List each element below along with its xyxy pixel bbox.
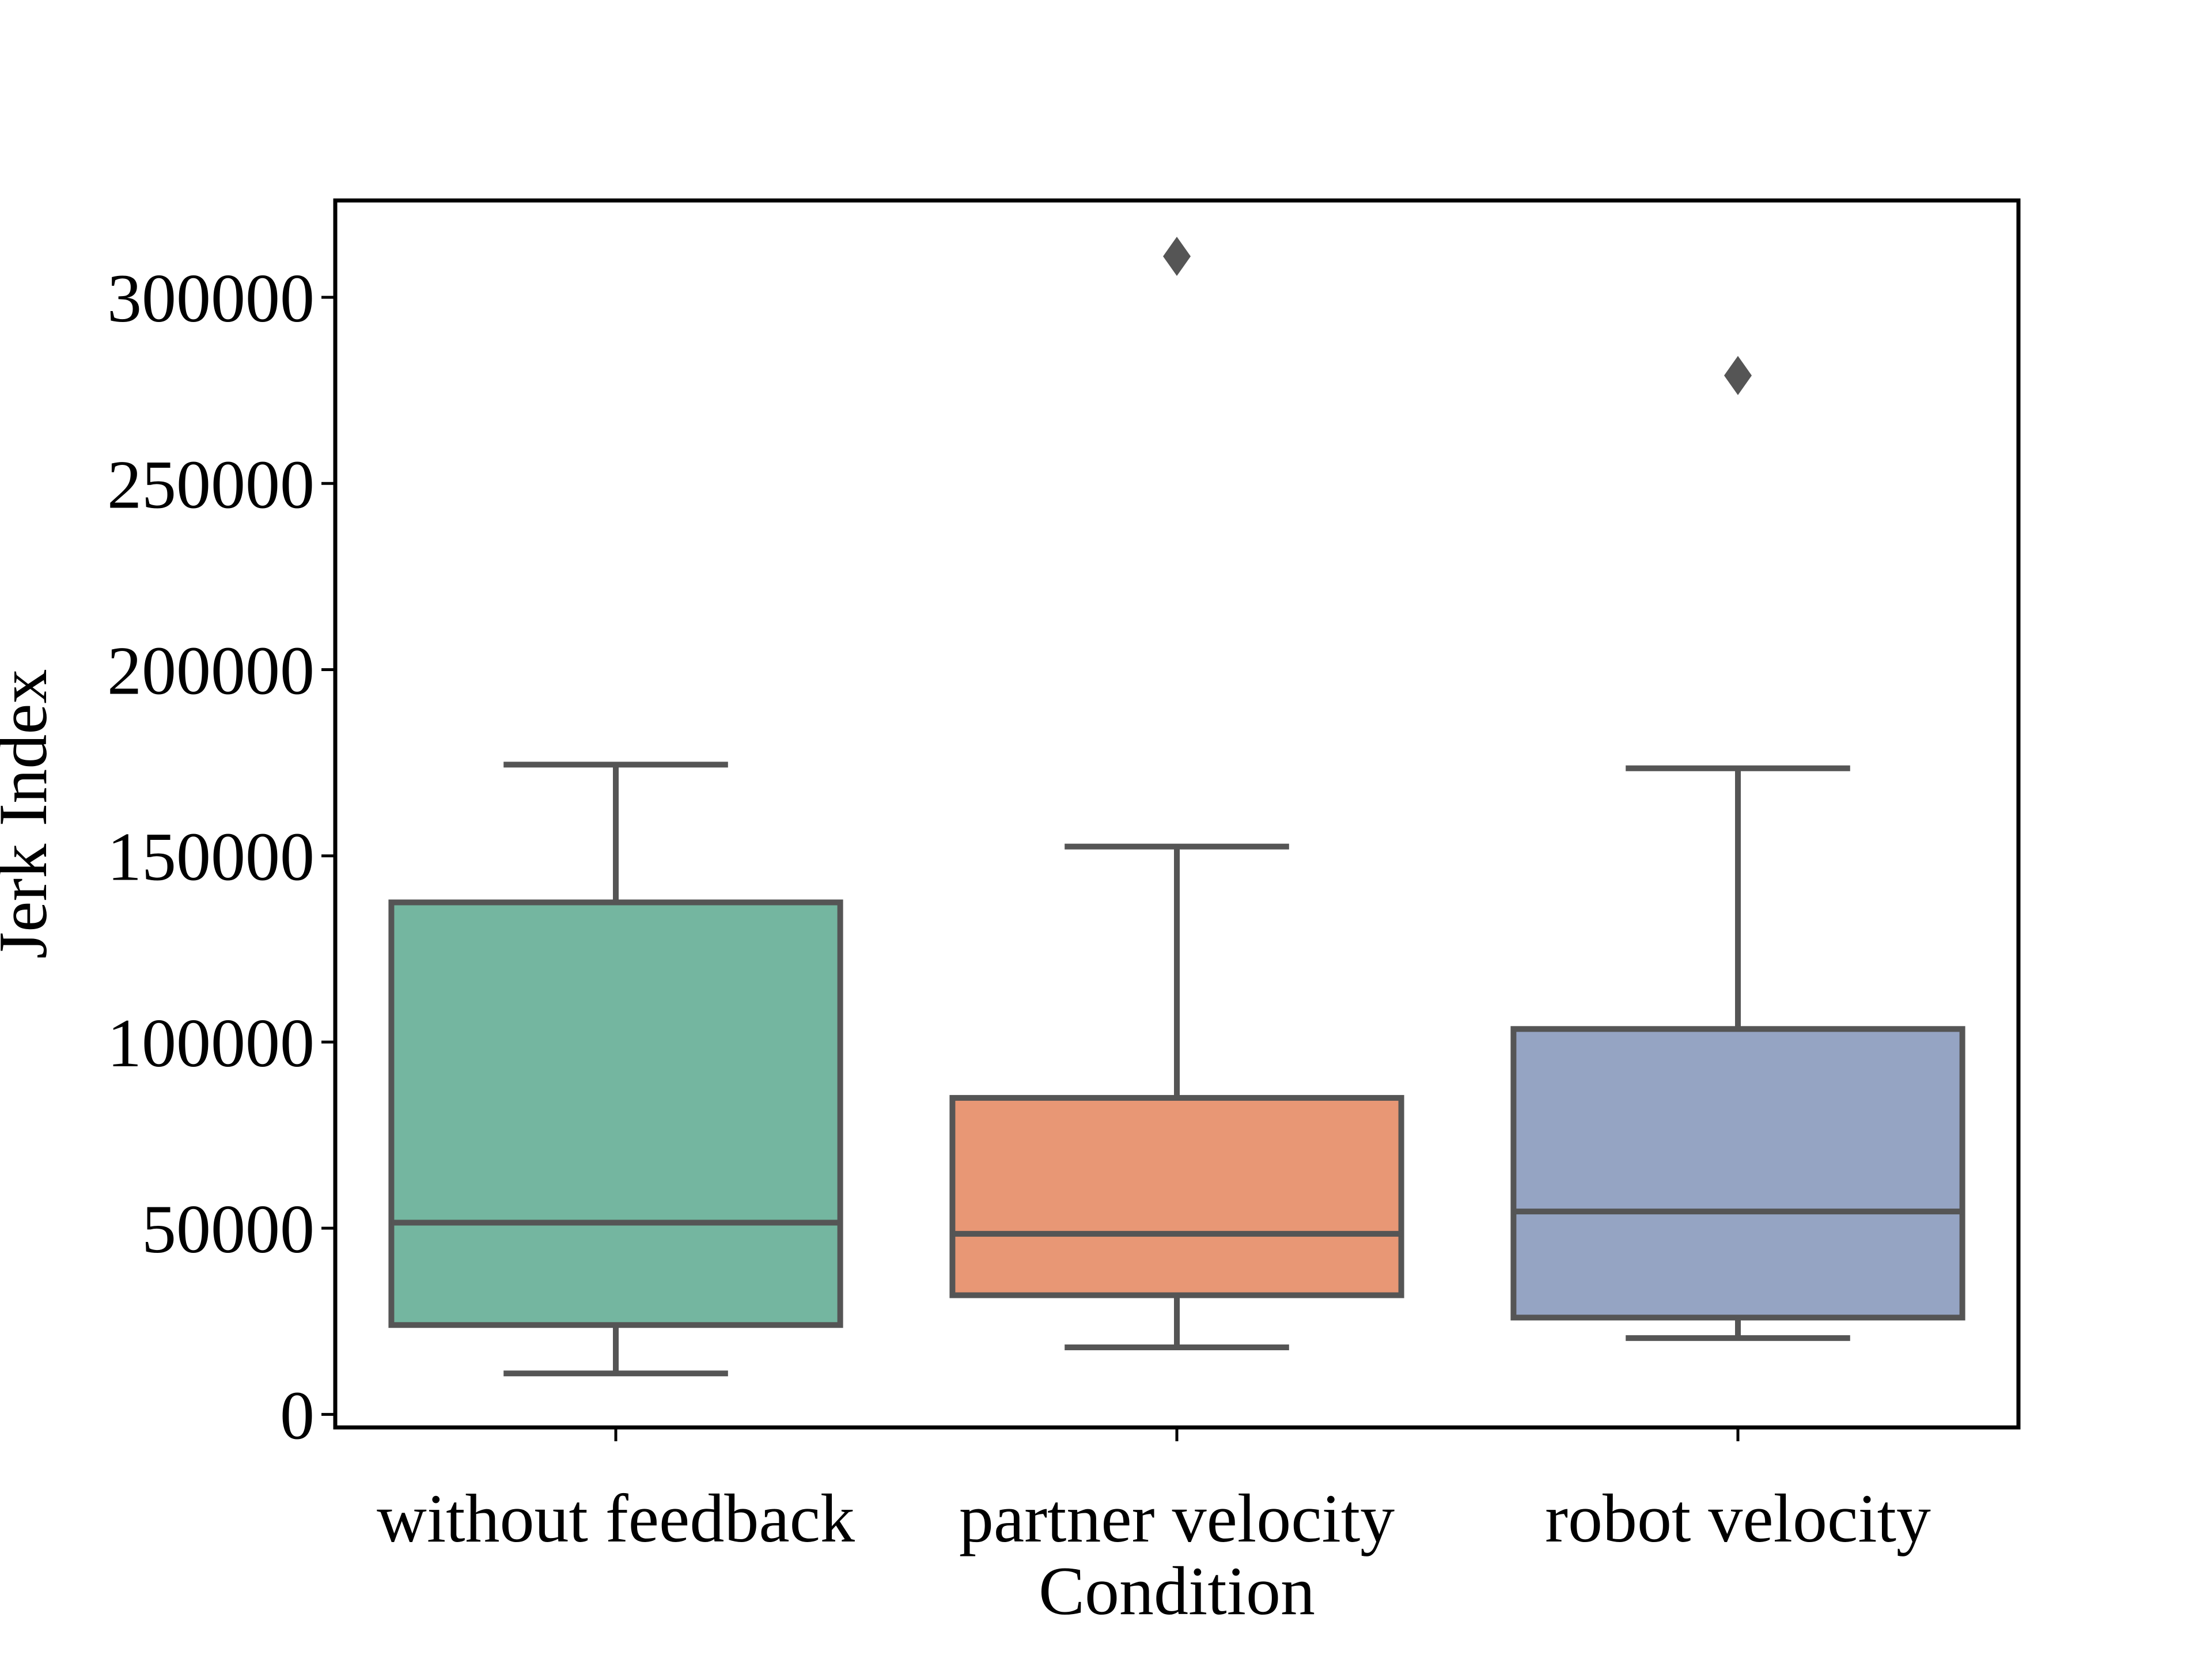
box-iqr	[949, 1094, 1404, 1298]
plot-frame	[333, 198, 2021, 1430]
x-axis-ticks: without feedback partner velocity robot ve…	[377, 1427, 1931, 1556]
y-tick-label: 200000	[107, 632, 315, 709]
y-tick-label: 300000	[107, 260, 315, 336]
y-tick-label: 0	[280, 1377, 315, 1453]
outlier-point	[1724, 355, 1752, 395]
box-group	[388, 762, 843, 1377]
outlier-point	[1163, 236, 1191, 276]
y-tick-label: 250000	[107, 446, 315, 522]
x-axis-label: Condition	[1039, 1552, 1315, 1629]
y-axis-label: Jerk Index	[0, 669, 61, 959]
box-iqr	[1510, 1026, 1965, 1321]
y-axis-ticks: 0 50000 100000 150000 200000 250000 300000	[107, 260, 335, 1453]
y-tick-label: 100000	[107, 1005, 315, 1081]
box-group	[1510, 355, 1965, 1341]
box-iqr	[388, 899, 843, 1328]
x-tick-label: robot velocity	[1545, 1480, 1931, 1556]
x-tick-label: partner velocity	[959, 1480, 1395, 1556]
box-series	[388, 236, 1965, 1377]
y-tick-label: 150000	[107, 819, 315, 895]
x-tick-label: without feedback	[377, 1480, 855, 1556]
box-group	[949, 236, 1404, 1351]
y-tick-label: 50000	[142, 1191, 315, 1267]
